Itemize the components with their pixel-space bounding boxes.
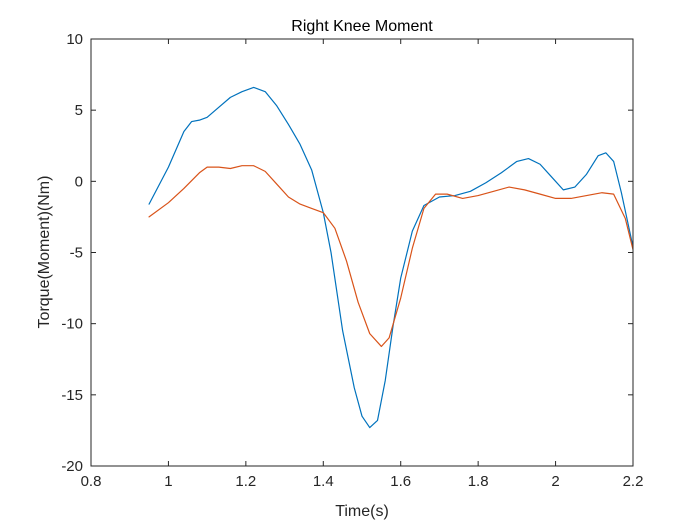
x-tick-label: 1 bbox=[164, 473, 172, 490]
series-layer bbox=[148, 86, 633, 429]
y-tick-label: -20 bbox=[61, 458, 83, 475]
y-tick-label: -15 bbox=[61, 387, 83, 404]
y-axis-label: Torque(Moment)(Nm) bbox=[36, 176, 53, 329]
y-tick-label: -10 bbox=[61, 316, 83, 333]
y-tick-label: 5 bbox=[75, 102, 83, 119]
x-tick-label: 1.4 bbox=[313, 473, 334, 490]
x-tick-label: 1.6 bbox=[390, 473, 411, 490]
x-axis-label: Time(s) bbox=[335, 503, 389, 520]
y-tick-label: -5 bbox=[70, 245, 83, 262]
chart-title: Right Knee Moment bbox=[291, 18, 433, 35]
y-tick-label: 0 bbox=[75, 173, 83, 190]
y-tick-label: 10 bbox=[66, 31, 83, 48]
x-tick-label: 1.8 bbox=[468, 473, 489, 490]
x-tick-label: 1.2 bbox=[235, 473, 256, 490]
x-tick-label: 0.8 bbox=[81, 473, 102, 490]
plot-area bbox=[91, 39, 633, 466]
series-line-2 bbox=[148, 165, 633, 348]
x-tick-label: 2 bbox=[551, 473, 559, 490]
axes-layer: 0.8 1 1.2 1.4 1.6 1.8 2 2.2 -20 -15 -10 -5 0 5 10 bbox=[61, 31, 643, 490]
x-tick-label: 2.2 bbox=[623, 473, 644, 490]
series-line-1 bbox=[148, 86, 633, 429]
